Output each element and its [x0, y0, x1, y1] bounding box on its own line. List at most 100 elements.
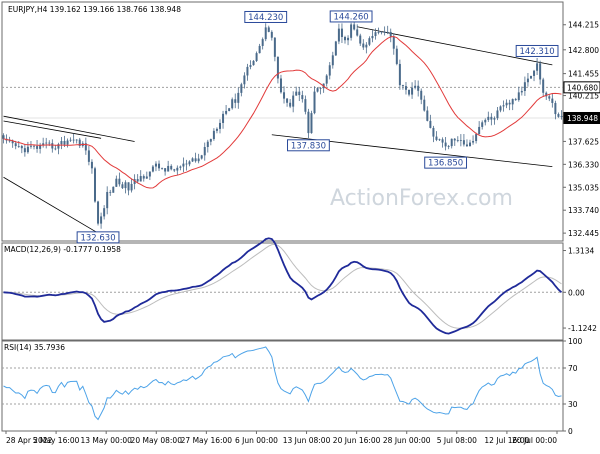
candle-body [398, 63, 401, 86]
candle-body [337, 28, 340, 42]
candle-body [328, 65, 331, 76]
price-annotation-label: 144.230 [248, 13, 283, 23]
candle-body [103, 208, 106, 217]
candle-body [545, 92, 548, 97]
price-marker-box [563, 81, 600, 94]
candle-body [167, 165, 170, 172]
candle-body [200, 155, 203, 159]
candle-body [529, 75, 532, 79]
candle-body [60, 140, 63, 145]
y-tick-label: 144.215 [568, 21, 599, 30]
candle-body [164, 168, 167, 172]
candle-body [502, 105, 505, 107]
candle-body [408, 89, 411, 95]
candle-body [353, 24, 356, 30]
candle-body [490, 116, 493, 120]
candle-body [325, 75, 328, 84]
rsi-tick-label: 70 [568, 364, 578, 373]
candle-body [127, 182, 130, 191]
candle-body [347, 37, 350, 41]
candle-body [289, 102, 292, 107]
candle-body [23, 148, 26, 153]
price-annotation-label: 144.260 [334, 12, 369, 22]
candle-body [539, 63, 542, 80]
candle-body [215, 128, 218, 131]
y-tick-label: 141.455 [568, 70, 599, 79]
candle-body [145, 176, 148, 179]
watermark-text: ActionForex.com [330, 186, 513, 211]
candle-body [84, 143, 87, 151]
candle-body [484, 119, 487, 123]
candle-body [11, 140, 14, 144]
rsi-pane-title: RSI(14) 35.7936 [4, 343, 65, 352]
candle-body [429, 120, 432, 128]
price-annotation-label: 142.310 [520, 47, 555, 57]
x-tick-label: 27 May 16:00 [181, 436, 233, 445]
candle-body [447, 146, 450, 147]
macd-pane-title: MACD(12,26,9) -0.1777 0.1958 [4, 245, 121, 254]
macd-tick-label: -1.1242 [568, 324, 597, 333]
price-annotation-label: 137.830 [291, 141, 326, 151]
candle-body [365, 44, 368, 48]
x-tick-label: 13 Jun 08:00 [283, 436, 331, 445]
candle-body [237, 92, 240, 103]
candle-body [78, 139, 81, 146]
candle-body [487, 116, 490, 120]
moving-average-line [3, 36, 562, 189]
candle-body [456, 140, 459, 141]
candle-body [115, 178, 118, 187]
candle-body [475, 134, 478, 142]
candle-body [72, 139, 75, 141]
candle-body [161, 168, 164, 169]
candle-body [26, 146, 29, 153]
x-tick-label: 28 Jun 00:00 [383, 436, 431, 445]
candle-body [136, 179, 139, 182]
candle-body [414, 85, 417, 88]
x-tick-label: 20 Jul 00:00 [512, 436, 557, 445]
candle-body [548, 96, 551, 99]
candle-body [173, 169, 176, 171]
candle-body [472, 141, 475, 143]
price-marker-label: 140.680 [567, 83, 598, 92]
candle-body [435, 136, 438, 140]
pane-border-1 [1, 1, 564, 242]
rsi-tick-label: 100 [568, 337, 583, 346]
candle-body [380, 31, 383, 33]
candle-body [225, 110, 228, 114]
candle-body [42, 143, 45, 146]
candle-body [97, 201, 100, 224]
candle-body [121, 184, 124, 189]
candle-body [383, 31, 386, 33]
candle-body [493, 118, 496, 120]
candle-body [517, 92, 520, 101]
candle-body [411, 87, 414, 95]
candle-body [240, 84, 243, 93]
macd-tick-label: 1.3134 [568, 247, 594, 256]
candle-body [246, 66, 249, 76]
candle-body [426, 110, 429, 121]
candle-body [54, 148, 57, 150]
price-annotation-label: 132.630 [80, 233, 115, 243]
rsi-tick-label: 0 [568, 427, 573, 436]
candle-body [154, 163, 157, 167]
candle-body [340, 28, 343, 38]
candle-body [362, 43, 365, 48]
candle-body [14, 143, 17, 147]
candle-body [243, 75, 246, 85]
trendline-1 [3, 176, 99, 234]
candle-body [401, 85, 404, 87]
candle-body [118, 178, 121, 185]
candle-body [20, 145, 23, 149]
candle-body [404, 86, 407, 90]
candle-body [176, 167, 179, 171]
pane-border-2 [1, 242, 564, 341]
macd-line [3, 237, 563, 335]
y-tick-label: 137.625 [568, 137, 599, 146]
candle-body [319, 88, 322, 89]
candle-body [124, 182, 127, 189]
candle-body [197, 158, 200, 162]
candle-body [69, 139, 72, 141]
candle-body [310, 113, 313, 134]
